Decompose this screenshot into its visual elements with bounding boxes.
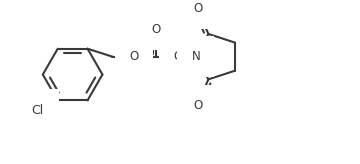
Text: O: O bbox=[194, 99, 203, 112]
Text: O: O bbox=[152, 23, 161, 36]
Text: N: N bbox=[192, 50, 200, 63]
Text: O: O bbox=[130, 50, 139, 63]
Text: O: O bbox=[174, 50, 183, 63]
Text: O: O bbox=[194, 2, 203, 15]
Text: Cl: Cl bbox=[32, 104, 44, 117]
